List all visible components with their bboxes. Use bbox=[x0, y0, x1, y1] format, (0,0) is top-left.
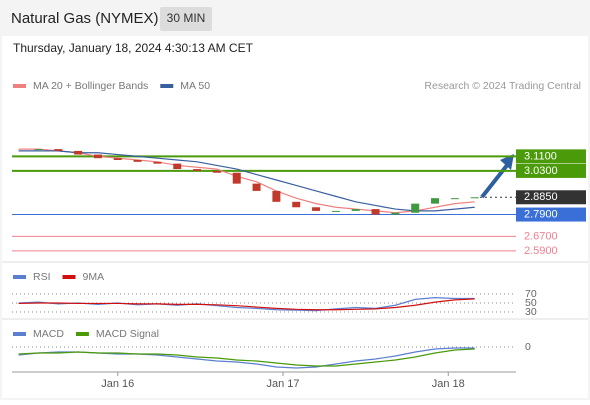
candle bbox=[133, 160, 142, 162]
candle bbox=[351, 209, 360, 211]
legend-label: MA 50 bbox=[180, 80, 210, 92]
legend-label: RSI bbox=[33, 271, 51, 283]
level-label: 2.8850 bbox=[524, 191, 558, 203]
candle bbox=[74, 150, 83, 155]
level-label: 3.1100 bbox=[524, 150, 557, 162]
candle bbox=[331, 210, 340, 212]
level-tag bbox=[516, 163, 586, 178]
x-tick-label: Jan 16 bbox=[101, 378, 134, 390]
candle bbox=[113, 158, 122, 160]
timeframe[interactable]: 30 MIN bbox=[167, 11, 206, 25]
candle bbox=[93, 154, 102, 159]
y-tick-label: 30 bbox=[525, 306, 537, 318]
candle bbox=[411, 203, 420, 213]
candle bbox=[272, 190, 281, 202]
series-line bbox=[18, 298, 475, 311]
y-tick-label: 70 bbox=[525, 288, 537, 300]
legend-label: MA 20 + Bollinger Bands bbox=[33, 80, 148, 92]
legend-swatch bbox=[13, 275, 26, 279]
x-tick-label: Jan 17 bbox=[266, 378, 299, 390]
candle bbox=[391, 212, 400, 215]
timeframe-badge[interactable] bbox=[160, 7, 212, 31]
level-label: 3.0300 bbox=[524, 165, 558, 177]
level-tag bbox=[516, 190, 586, 205]
level-tag bbox=[516, 149, 586, 164]
level-label: 2.6700 bbox=[524, 230, 558, 242]
arrow-head bbox=[500, 154, 514, 170]
candle bbox=[450, 198, 459, 200]
series-line bbox=[18, 296, 475, 312]
candle bbox=[371, 209, 380, 215]
legend-swatch bbox=[13, 332, 26, 336]
legend-swatch bbox=[160, 84, 174, 88]
legend-label: MACD Signal bbox=[96, 328, 159, 340]
y-tick-label: 50 bbox=[525, 297, 537, 309]
candle bbox=[431, 198, 440, 204]
candle bbox=[54, 149, 63, 151]
series-line bbox=[18, 150, 475, 212]
candle bbox=[292, 201, 301, 208]
candle bbox=[470, 197, 479, 199]
legend-label: MACD bbox=[33, 328, 64, 340]
candle bbox=[193, 169, 202, 171]
candle bbox=[212, 170, 221, 173]
legend-swatch bbox=[62, 275, 76, 279]
candle bbox=[34, 149, 43, 151]
title: Natural Gas (NYMEX) bbox=[11, 10, 159, 27]
candle bbox=[232, 172, 241, 184]
level-label: 2.5900 bbox=[524, 245, 558, 257]
legend-label: 9MA bbox=[83, 271, 105, 283]
chart-area bbox=[2, 36, 588, 398]
level-label: 2.7900 bbox=[524, 208, 558, 220]
legend-swatch bbox=[75, 332, 89, 336]
candle bbox=[153, 161, 162, 164]
level-tag bbox=[516, 207, 586, 222]
source: Research © 2024 Trading Central bbox=[424, 80, 581, 92]
candle bbox=[173, 163, 182, 170]
candle bbox=[252, 183, 261, 191]
y-tick-label: 0 bbox=[525, 341, 531, 353]
timestamp: Thursday, January 18, 2024 4:30:13 AM CE… bbox=[13, 41, 254, 55]
legend-swatch bbox=[13, 84, 26, 88]
arrow bbox=[480, 162, 510, 199]
x-tick-label: Jan 18 bbox=[432, 378, 465, 390]
series-line bbox=[18, 348, 475, 367]
candle bbox=[312, 207, 321, 211]
